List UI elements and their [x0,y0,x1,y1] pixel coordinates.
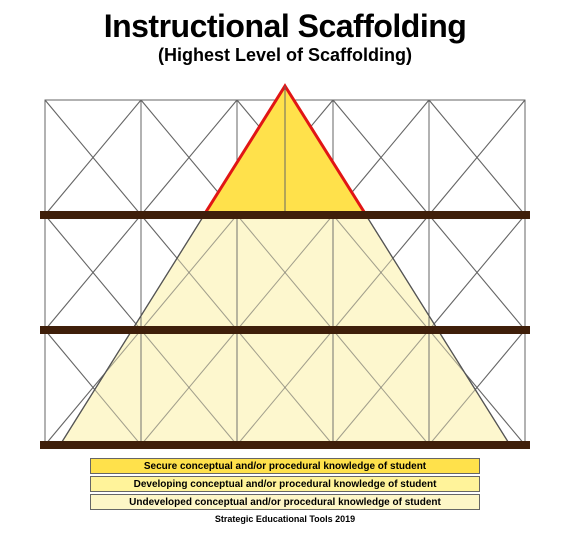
scaffolding-diagram [40,80,530,450]
footer-credit: Strategic Educational Tools 2019 [0,514,570,524]
legend-row-0: Secure conceptual and/or procedural know… [90,458,480,474]
legend-row-1: Developing conceptual and/or procedural … [90,476,480,492]
title-block: Instructional Scaffolding (Highest Level… [0,0,570,66]
scaffold-platform-bar [40,441,530,449]
scaffold-platform-bar [40,326,530,334]
scaffold-platform-bar [40,211,530,219]
legend-row-2: Undeveloped conceptual and/or procedural… [90,494,480,510]
page-subtitle: (Highest Level of Scaffolding) [0,45,570,66]
page-title: Instructional Scaffolding [0,8,570,45]
diagram-svg [40,80,530,450]
legend: Secure conceptual and/or procedural know… [90,458,480,512]
